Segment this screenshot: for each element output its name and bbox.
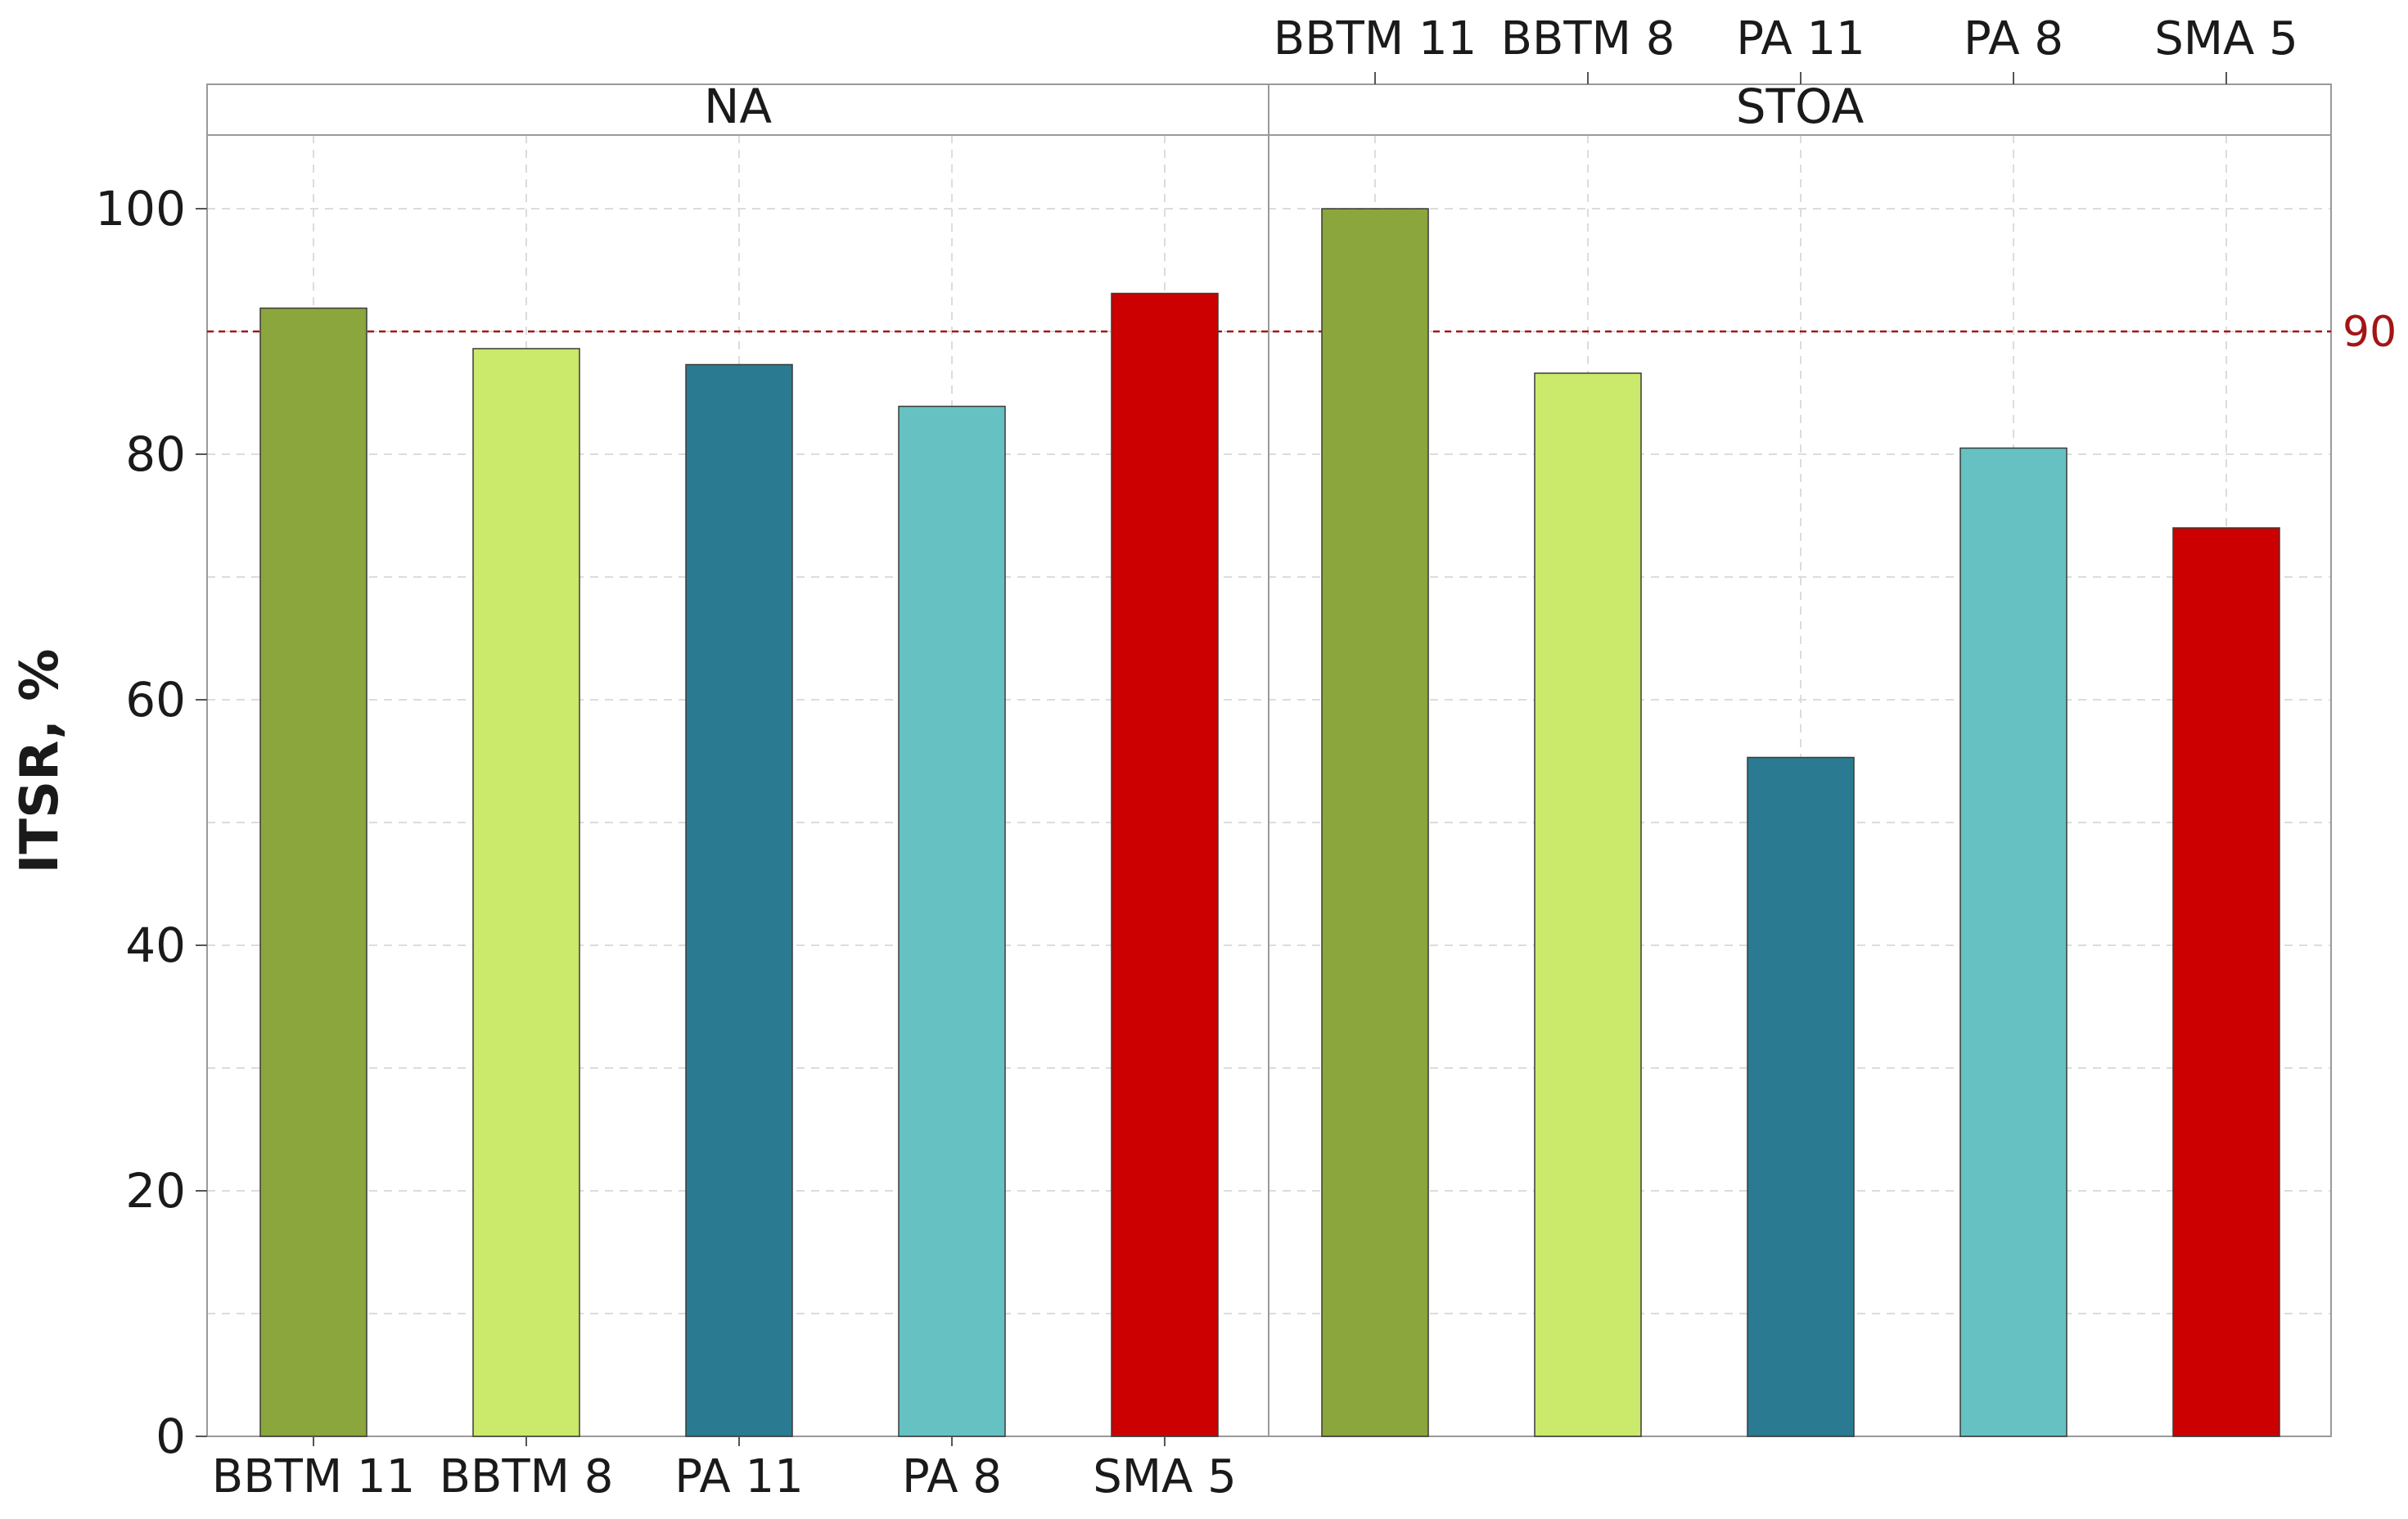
bars bbox=[259, 208, 2280, 1437]
bar-stoa-bbtm-8 bbox=[1534, 372, 1642, 1437]
x-category-label-top: SMA 5 bbox=[2154, 12, 2298, 65]
reference-line-label: 90 bbox=[2343, 308, 2397, 357]
y-tick-label: 80 bbox=[125, 426, 186, 482]
x-category-label-top: BBTM 11 bbox=[1274, 12, 1477, 65]
x-category-label-bottom: BBTM 8 bbox=[440, 1450, 614, 1503]
bar-na-pa-8 bbox=[898, 405, 1006, 1437]
x-category-label-bottom: PA 11 bbox=[674, 1450, 804, 1503]
panel-title: STOA bbox=[1736, 79, 1865, 134]
bar-na-bbtm-8 bbox=[472, 348, 580, 1437]
panel-frames bbox=[206, 83, 2332, 1437]
panel-title: NA bbox=[704, 79, 772, 134]
bar-na-bbtm-11 bbox=[259, 307, 368, 1437]
x-category-label-top: BBTM 8 bbox=[1501, 12, 1675, 65]
bar-stoa-sma-5 bbox=[2172, 527, 2280, 1437]
y-tick-label: 60 bbox=[125, 672, 186, 728]
x-category-label-bottom: BBTM 11 bbox=[212, 1450, 415, 1503]
y-tick-label: 20 bbox=[125, 1163, 186, 1219]
axis-ticks bbox=[196, 72, 2227, 1446]
y-tick-label: 0 bbox=[156, 1409, 186, 1464]
bar-na-pa-11 bbox=[685, 363, 793, 1437]
x-category-label-bottom: SMA 5 bbox=[1093, 1450, 1237, 1503]
panel-header-box bbox=[206, 83, 1269, 136]
bar-na-sma-5 bbox=[1111, 292, 1219, 1437]
bar-stoa-pa-11 bbox=[1747, 756, 1855, 1437]
y-axis-title: ITSR, % bbox=[10, 649, 70, 874]
x-category-label-top: PA 11 bbox=[1736, 12, 1865, 65]
labels: NA STOA 90 0 20 40 60 80 100 BBTM 11 BBTM 8 PA 11 PA… bbox=[95, 12, 2397, 1503]
bar-stoa-pa-8 bbox=[1959, 447, 2068, 1437]
x-category-label-bottom: PA 8 bbox=[902, 1450, 1002, 1503]
x-category-label-top: PA 8 bbox=[1964, 12, 2063, 65]
bar-stoa-bbtm-11 bbox=[1321, 208, 1429, 1437]
y-tick-label: 40 bbox=[125, 917, 186, 973]
y-tick-label: 100 bbox=[95, 181, 186, 237]
panel-header-box bbox=[1268, 83, 2332, 136]
